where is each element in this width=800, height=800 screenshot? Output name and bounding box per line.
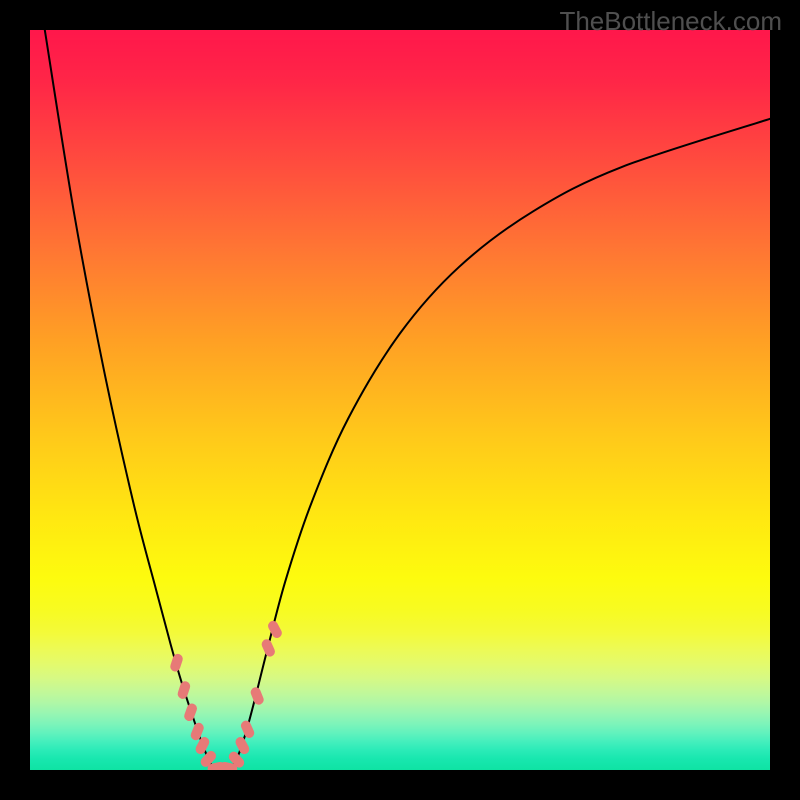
chart-svg	[0, 0, 800, 800]
chart-stage: TheBottleneck.com	[0, 0, 800, 800]
watermark-text: TheBottleneck.com	[559, 6, 782, 37]
plot-background	[30, 30, 770, 770]
